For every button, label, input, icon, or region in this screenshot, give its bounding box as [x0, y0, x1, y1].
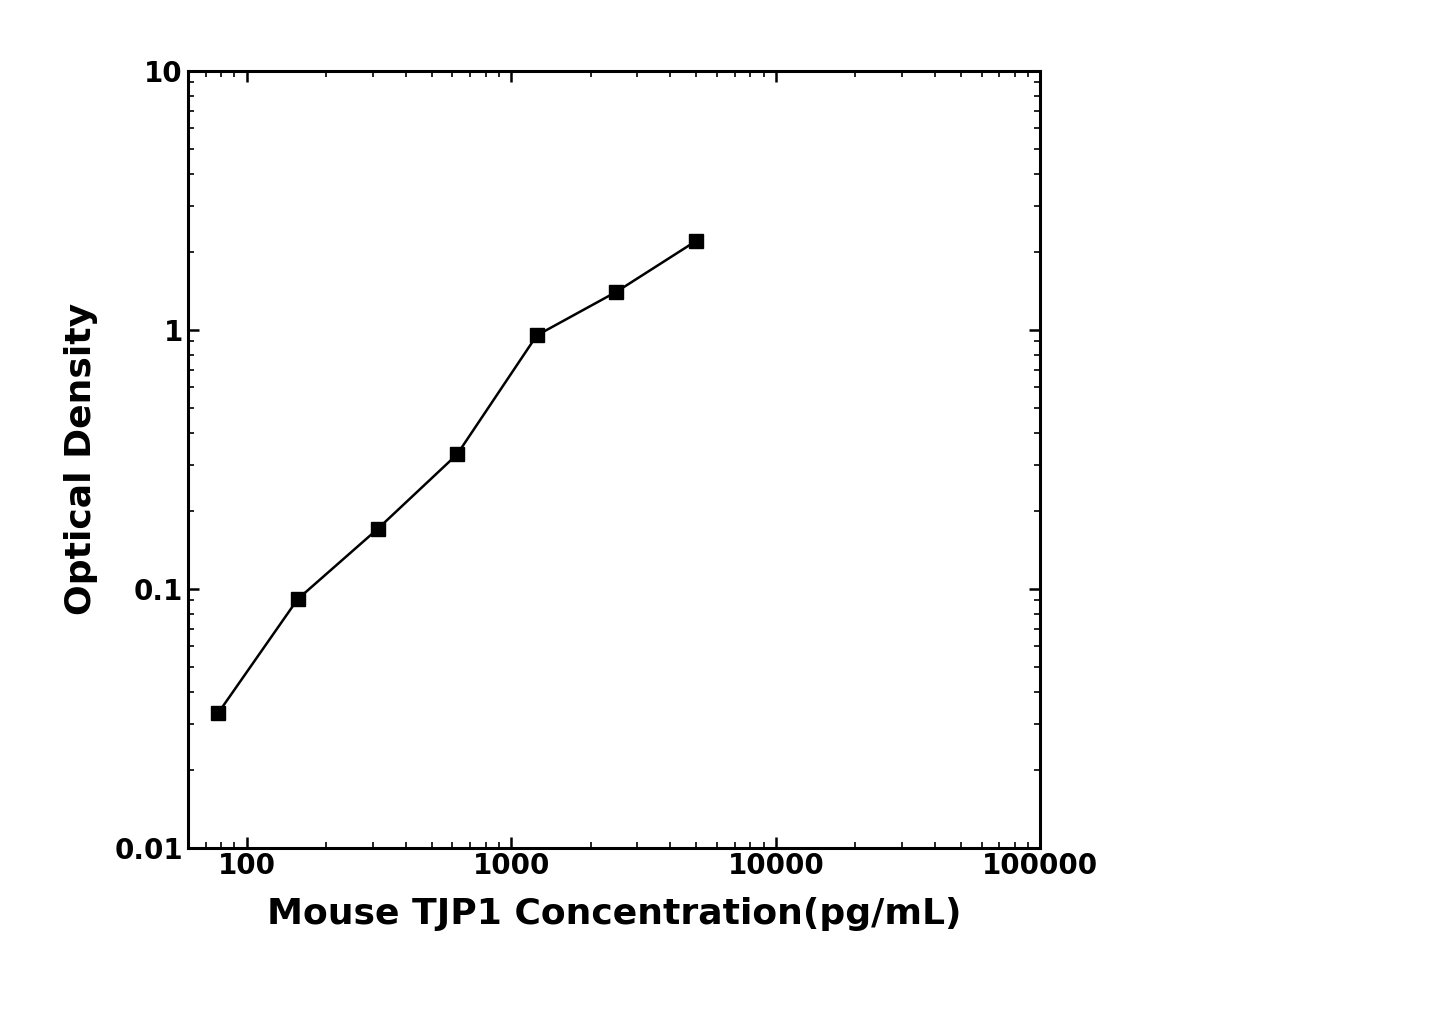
X-axis label: Mouse TJP1 Concentration(pg/mL): Mouse TJP1 Concentration(pg/mL) [267, 897, 961, 931]
Y-axis label: Optical Density: Optical Density [64, 303, 98, 615]
